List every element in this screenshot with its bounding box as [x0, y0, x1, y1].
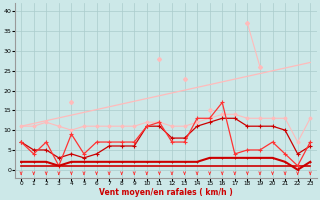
X-axis label: Vent moyen/en rafales ( km/h ): Vent moyen/en rafales ( km/h ) [99, 188, 233, 197]
